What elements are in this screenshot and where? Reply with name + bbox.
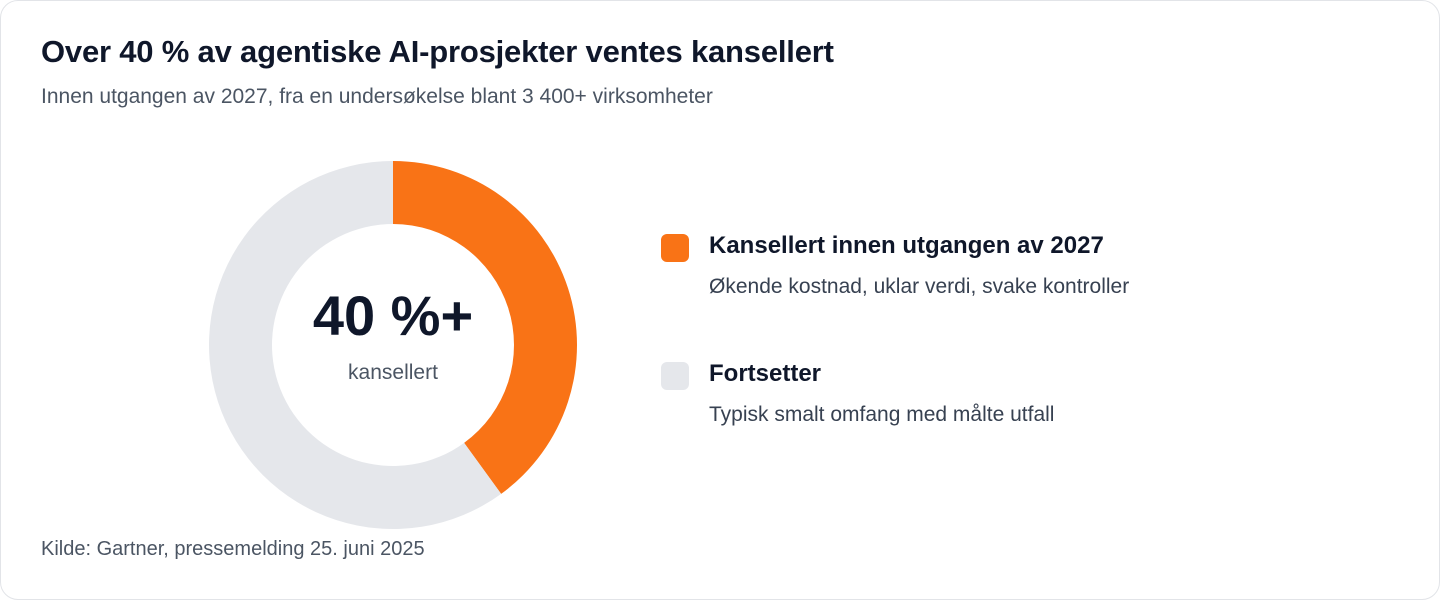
donut-slice-cancelled — [393, 161, 577, 494]
chart-title: Over 40 % av agentiske AI-prosjekter ven… — [41, 34, 834, 69]
donut-center-label: kansellert — [348, 361, 438, 384]
donut-slice-continues — [209, 161, 502, 529]
chart-subtitle: Innen utgangen av 2027, fra en undersøke… — [41, 85, 713, 108]
legend-swatch-cancelled — [661, 234, 689, 262]
donut-chart — [209, 161, 577, 529]
source-note: Kilde: Gartner, pressemelding 25. juni 2… — [41, 538, 425, 560]
legend-swatch-continues — [661, 362, 689, 390]
legend-description-continues: Typisk smalt omfang med målte utfall — [709, 403, 1055, 426]
legend-description-cancelled: Økende kostnad, uklar verdi, svake kontr… — [709, 275, 1130, 298]
legend-title-continues: Fortsetter — [709, 360, 822, 387]
donut-center-value: 40 %+ — [312, 284, 474, 347]
legend-title-cancelled: Kansellert innen utgangen av 2027 — [709, 232, 1104, 259]
